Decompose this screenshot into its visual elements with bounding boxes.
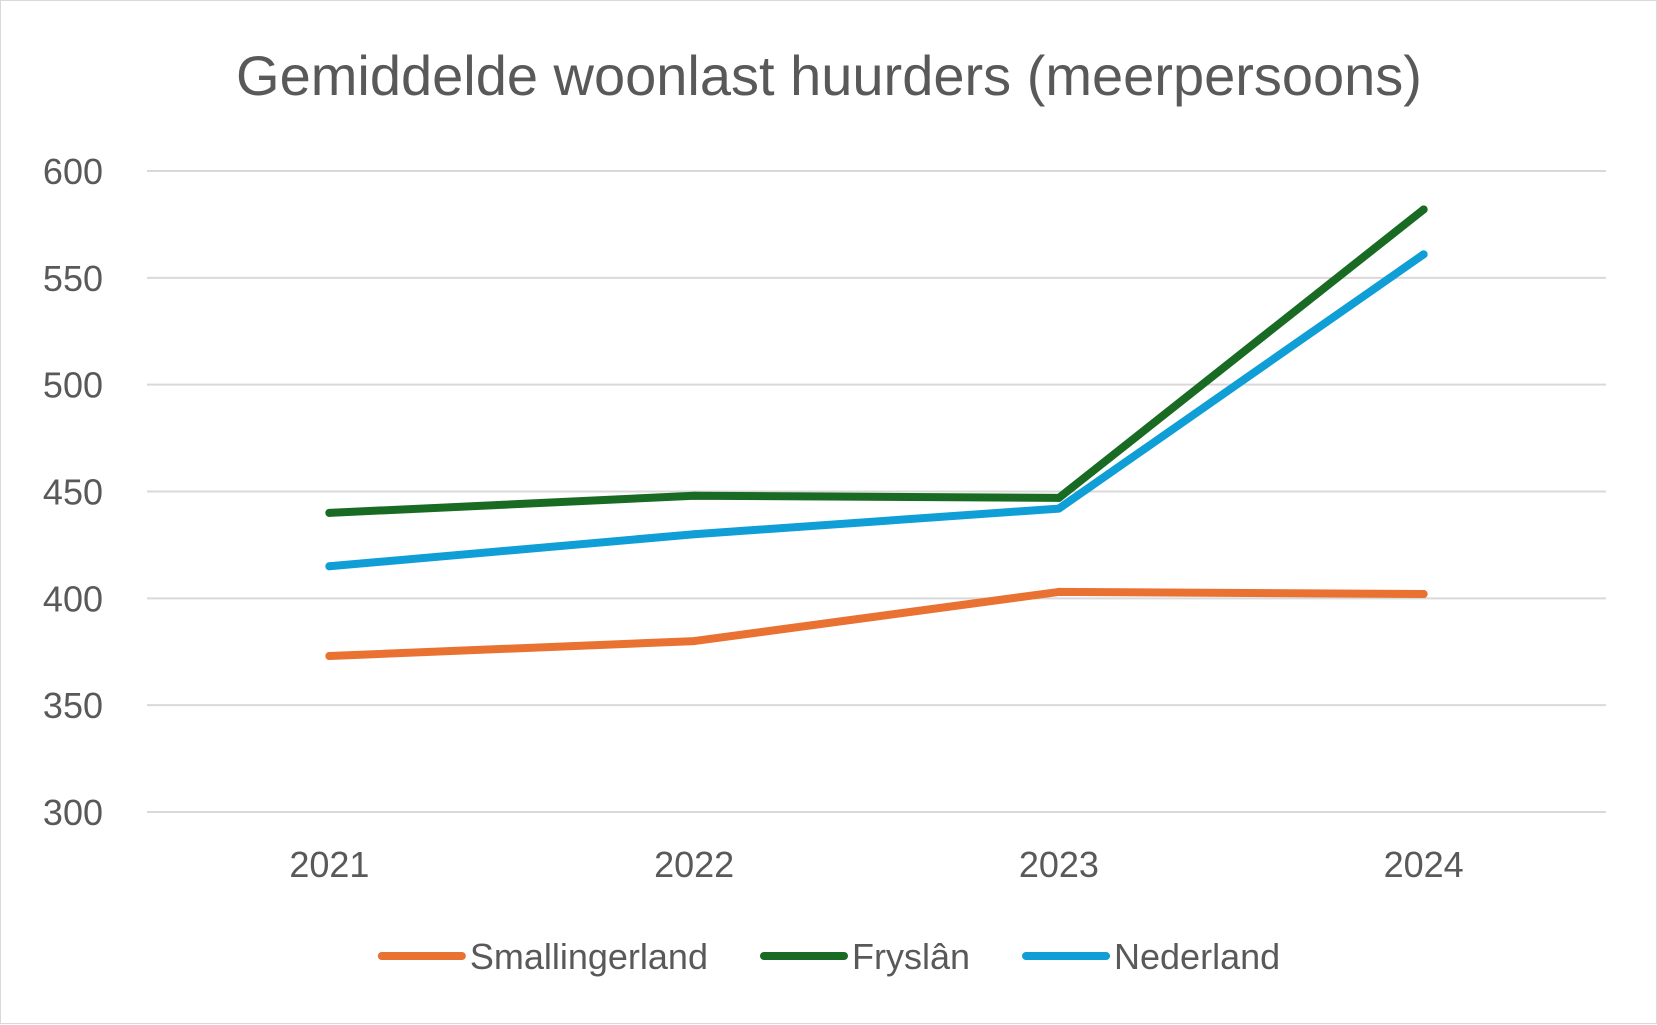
data-point [1419,205,1428,214]
y-tick-label: 550 [43,258,103,299]
x-axis-ticks: 2021 2022 2023 2024 [289,844,1463,885]
data-point [325,652,334,661]
chart-title: Gemiddelde woonlast huurders (meerpersoo… [236,44,1422,107]
data-point [325,508,334,517]
data-point [1419,250,1428,259]
data-point [1419,590,1428,599]
data-point [1054,493,1063,502]
legend: Smallingerland Fryslân Nederland [377,936,1280,977]
data-point [1054,587,1063,596]
series-lines [325,205,1428,661]
y-tick-label: 500 [43,365,103,406]
y-tick-label: 400 [43,578,103,619]
x-tick-label: 2023 [1019,844,1099,885]
legend-label: Nederland [1114,936,1280,977]
series-line [325,587,1428,661]
data-point [690,530,699,539]
series-line [325,205,1428,517]
data-point [1054,504,1063,513]
series-2 [325,250,1428,571]
data-point [690,637,699,646]
y-tick-label: 450 [43,472,103,513]
x-tick-label: 2024 [1384,844,1464,885]
y-tick-label: 350 [43,685,103,726]
legend-label: Smallingerland [470,936,708,977]
data-point [325,562,334,571]
y-axis-ticks: 300 350 400 450 500 550 600 [43,151,103,833]
x-tick-label: 2022 [654,844,734,885]
series-0 [325,587,1428,661]
y-tick-label: 600 [43,151,103,192]
y-tick-label: 300 [43,792,103,833]
x-tick-label: 2021 [289,844,369,885]
gridlines [147,170,1606,813]
data-point [690,491,699,500]
series-line [325,250,1428,571]
legend-label: Fryslân [852,936,970,977]
series-1 [325,205,1428,517]
